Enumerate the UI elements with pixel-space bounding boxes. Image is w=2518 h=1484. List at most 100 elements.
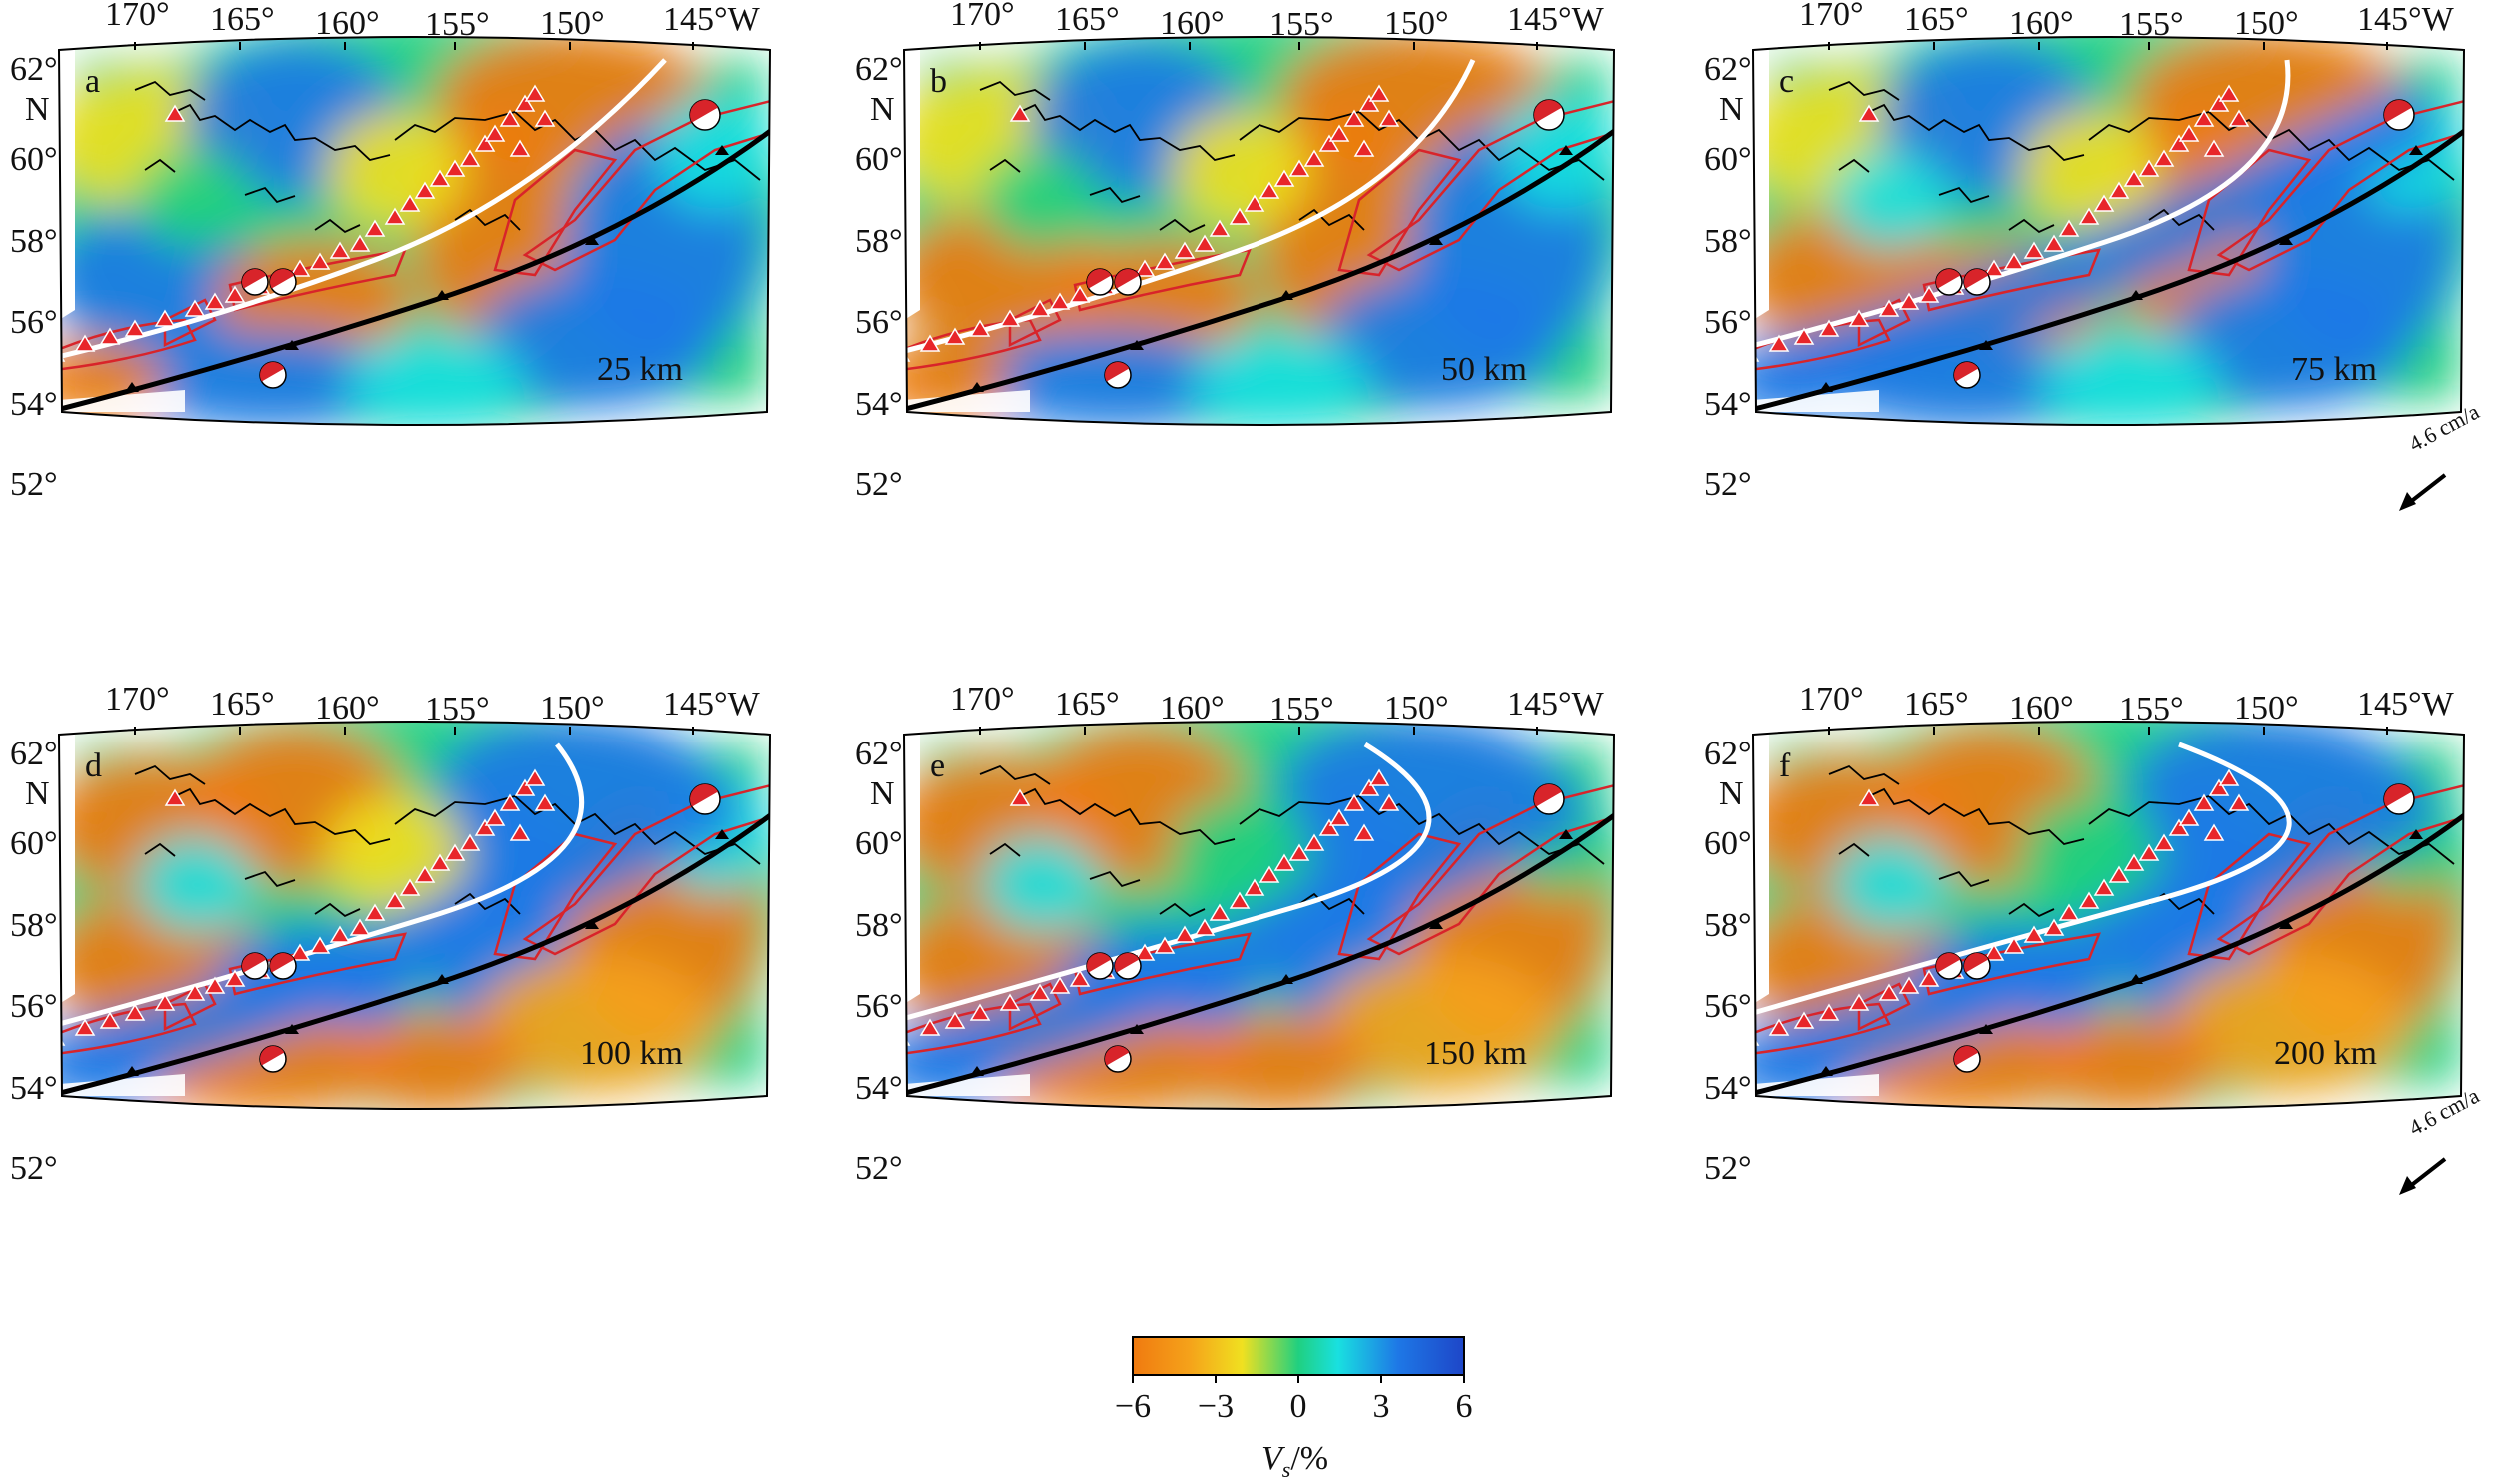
lat-tick-label: 54° [10, 386, 58, 423]
lat-tick-label: 52° [1704, 1150, 1752, 1187]
trench-teeth [970, 829, 1573, 1076]
colorbar-tick-label: −6 [1115, 1388, 1151, 1425]
map-panel-f: 170° 165° 160° 155° 150° 145°W 62° 60° 58° 56° 54°… [1704, 681, 2483, 1195]
lat-tick-label: 62° [10, 51, 58, 88]
lon-tick-label: 150° [540, 690, 605, 727]
lat-tick-label: 56° [855, 988, 903, 1025]
panel-label: a [85, 63, 100, 100]
lat-tick-label: 52° [1704, 466, 1752, 503]
lat-tick-label: 52° [10, 1150, 58, 1187]
lat-tick-label: 52° [855, 466, 903, 503]
map-frame [902, 36, 1616, 426]
colorbar-tick-label: 3 [1373, 1388, 1390, 1425]
panel-label: b [930, 63, 947, 100]
colorbar-ticks: −6 −3 0 3 6 [1115, 1375, 1473, 1425]
lon-tick-label: 160° [315, 5, 380, 42]
lon-tick-label: 170° [1799, 681, 1864, 718]
map-panel-d: 170° 165° 160° 155° 150° 145°W 62° 60° 58° 56° 54°… [10, 681, 772, 1187]
lat-tick-label: 58° [10, 223, 58, 260]
colorbar: −6 −3 0 3 6 Vs/% [1115, 1336, 1473, 1482]
lon-tick-label: 165° [1904, 686, 1969, 723]
lat-tick-label: 62° [10, 736, 58, 772]
trench-teeth [125, 145, 729, 392]
map-panel-c: 170° 165° 160° 155° 150° 145°W 62° 60° 58° 56° 54°… [1704, 0, 2483, 511]
volcanoes [59, 84, 556, 362]
lon-tick-label: 150° [2234, 690, 2299, 727]
lon-tick-label: 145°W [663, 1, 761, 38]
lat-tick-label: 60° [855, 825, 903, 862]
colorbar-label-unit: /% [1290, 1440, 1328, 1477]
lon-tick-label: 145°W [663, 686, 761, 723]
colorbar-tick-label: −3 [1198, 1388, 1234, 1425]
lat-tick-label: 54° [855, 386, 903, 423]
slab-contour [904, 742, 1432, 1025]
lat-tick-label: 58° [10, 907, 58, 944]
lon-tick-label: 145°W [1507, 1, 1605, 38]
trench-line [59, 118, 770, 418]
colorbar-label-sub: s [1282, 1457, 1291, 1482]
lon-tick-label: 150° [2234, 5, 2299, 42]
lat-tick-label: 62° [1704, 736, 1752, 772]
lon-tick-label: 170° [950, 0, 1015, 33]
lat-tick-label: 52° [10, 466, 58, 503]
lat-unit-label: N [1719, 775, 1744, 812]
velocity-anomaly-field [904, 37, 1614, 425]
lon-tick-label: 160° [2009, 5, 2074, 42]
lon-tick-label: 145°W [2357, 686, 2455, 723]
lat-tick-label: 54° [1704, 386, 1752, 423]
lon-tick-label: 150° [540, 5, 605, 42]
panel-label: e [930, 747, 945, 784]
trench-line [1753, 802, 2464, 1102]
depth-label: 75 km [2291, 351, 2377, 388]
slab-contour [904, 58, 1476, 358]
velocity-anomaly-field [59, 722, 770, 1109]
lon-tick-label: 155° [1269, 691, 1334, 728]
lat-tick-label: 54° [855, 1070, 903, 1107]
focal-mechanisms [241, 783, 721, 1073]
lat-tick-label: 52° [855, 1150, 903, 1187]
lat-unit-label: N [870, 775, 895, 812]
map-frame [57, 721, 772, 1110]
lon-tick-label: 150° [1384, 690, 1449, 727]
lat-tick-label: 58° [1704, 907, 1752, 944]
lat-unit-label: N [25, 775, 50, 812]
trench-line [904, 118, 1614, 418]
lat-tick-label: 56° [1704, 304, 1752, 341]
lat-tick-label: 62° [855, 736, 903, 772]
trench-teeth [125, 829, 729, 1076]
panel-label: c [1779, 63, 1794, 100]
focal-mechanisms [241, 99, 721, 389]
lon-tick-label: 170° [1799, 0, 1864, 33]
map-frame [902, 721, 1616, 1110]
lat-tick-label: 58° [855, 907, 903, 944]
slab-contour [1753, 59, 2291, 352]
colorbar-label: Vs/% [1261, 1440, 1328, 1482]
rupture-zones [904, 98, 1614, 372]
volcanoes [59, 768, 556, 1046]
lon-tick-label: 170° [105, 0, 170, 33]
colorbar-tick-label: 6 [1456, 1388, 1473, 1425]
lat-tick-label: 60° [1704, 141, 1752, 178]
velocity-anomaly-field [1753, 722, 2464, 1109]
trench-teeth [1819, 829, 2423, 1076]
trench-line [904, 802, 1614, 1102]
lat-tick-label: 54° [1704, 1070, 1752, 1107]
slab-contour [59, 742, 585, 1031]
trench-line [1753, 118, 2464, 418]
lat-tick-label: 56° [10, 304, 58, 341]
trench-line [59, 802, 770, 1102]
panel-label: f [1779, 747, 1791, 784]
lat-tick-label: 56° [1704, 988, 1752, 1025]
depth-label: 25 km [597, 351, 683, 388]
lat-tick-label: 54° [10, 1070, 58, 1107]
focal-mechanisms [1086, 99, 1565, 389]
map-panels: 170° 165° 160° 155° 150° 145°W 62° 60° 58° 56° 54°… [10, 0, 2483, 1195]
lon-tick-label: 165° [210, 686, 275, 723]
lon-tick-label: 165° [1904, 1, 1969, 38]
lon-tick-label: 160° [1160, 690, 1225, 727]
velocity-anomaly-field [1753, 37, 2464, 425]
lat-unit-label: N [870, 91, 895, 128]
lon-tick-label: 145°W [1507, 686, 1605, 723]
lon-tick-label: 155° [2119, 691, 2184, 728]
